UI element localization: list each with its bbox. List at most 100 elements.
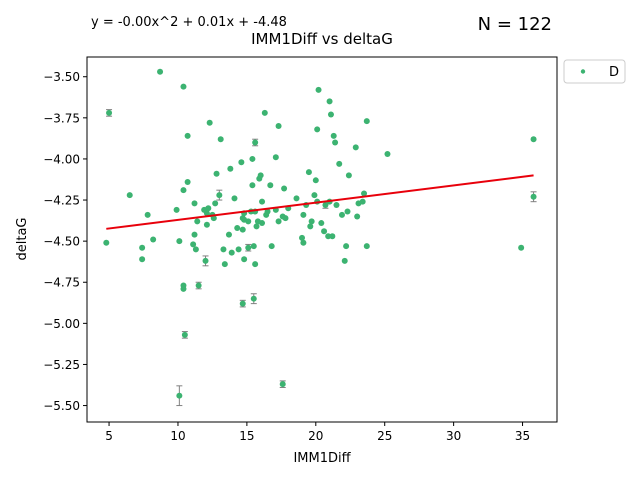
data-point [228,249,235,256]
data-point [180,83,187,90]
data-point [354,213,361,220]
data-point [312,177,319,184]
y-tick-label: −3.75 [43,111,80,125]
data-point [518,244,525,251]
legend-marker [580,69,586,74]
data-point [311,192,318,199]
y-tick-label: −5.50 [43,399,80,413]
data-point [322,201,329,208]
data-point [126,192,133,199]
x-tick-label: 5 [105,429,113,443]
data-point [250,243,257,250]
data-point [205,205,212,212]
data-point [227,165,234,172]
y-tick-label: −5.25 [43,358,80,372]
data-point [338,211,345,218]
chart-title: IMM1Diff vs deltaG [251,30,393,48]
y-axis-ticks: −5.50 −5.25 −5.00 −4.75 −4.50 −4.25 −4.00 −3.75… [43,70,87,413]
x-axis-label: IMM1Diff [293,451,351,466]
data-point [191,200,198,207]
data-point [217,136,224,143]
data-point [234,224,241,231]
data-point [268,243,275,250]
legend-box [563,59,626,84]
trend-line [106,174,534,230]
y-axis-label: deltaG [15,218,30,261]
data-point [352,144,359,151]
data-point [341,257,348,264]
data-point [325,233,332,240]
data-point [239,300,246,307]
x-tick-label: 20 [308,429,323,443]
data-point [173,206,180,213]
data-point [343,243,350,250]
data-point [216,192,223,199]
data-point [203,221,210,228]
data-point [180,187,187,194]
data-point [279,381,286,388]
data-point [384,151,391,157]
data-point [176,238,183,245]
data-point [308,218,315,225]
y-tick-label: −4.25 [43,194,80,208]
data-point [238,159,245,166]
data-point [203,210,210,217]
data-point [530,136,537,143]
data-point [327,111,334,118]
data-point [184,178,191,185]
data-point [139,244,146,251]
data-point [180,285,187,292]
legend: D [563,59,626,84]
data-point [275,123,282,130]
data-point [330,132,337,139]
data-point [345,172,352,179]
legend-label: D [609,65,619,80]
data-point [206,119,213,126]
data-point [329,233,336,240]
data-point [336,160,343,167]
data-point [314,126,321,133]
data-point [220,246,227,253]
data-point [245,218,252,225]
plot-area [103,68,537,407]
x-tick-label: 25 [377,429,392,443]
data-point [194,218,201,225]
data-point [272,154,279,161]
data-point [321,228,328,235]
y-tick-label: −5.00 [43,317,80,331]
data-point [176,392,183,399]
data-point [281,185,288,192]
data-point [300,239,307,246]
data-point [363,118,370,125]
x-axis-ticks: 5 10 15 20 25 30 35 [105,422,530,443]
data-point [315,86,322,93]
data-point [191,231,198,238]
data-point [318,220,325,227]
data-point [213,170,220,177]
data-point [293,195,300,202]
data-point [139,256,146,263]
axes-frame [86,56,558,423]
data-point [103,239,110,246]
data-point [307,223,314,230]
data-point [202,257,209,264]
data-point [252,261,259,268]
data-point [252,139,259,146]
data-point [106,109,113,116]
data-point [249,182,256,189]
x-tick-label: 15 [239,429,254,443]
data-point [210,215,217,222]
data-point [305,169,312,176]
data-point [184,132,191,139]
data-point [225,231,232,238]
data-point [261,109,268,116]
data-point [332,139,339,146]
data-point [157,68,164,75]
data-point [267,182,274,189]
data-point [299,234,306,241]
y-tick-label: −4.50 [43,235,80,249]
data-point [333,201,340,208]
data-point [344,208,351,215]
data-point [326,98,333,105]
data-point [195,282,202,289]
